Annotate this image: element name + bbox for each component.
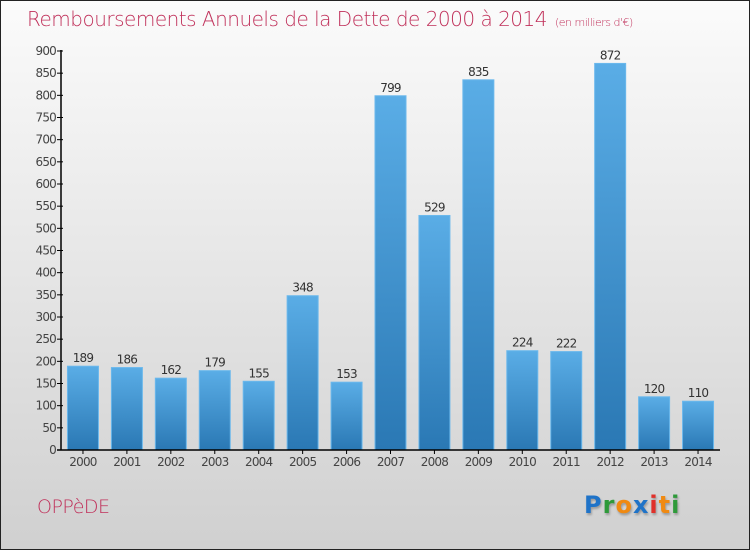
logo-letter: i: [649, 491, 659, 519]
y-tick-label: 700: [35, 133, 56, 147]
x-tick-label: 2014: [684, 455, 712, 469]
bar: [550, 351, 583, 451]
value-label: 153: [336, 367, 357, 381]
logo-letter: i: [671, 491, 681, 519]
bar: [418, 214, 451, 451]
y-tick-label: 900: [35, 44, 56, 58]
bar: [286, 295, 319, 451]
y-tick-label: 450: [35, 244, 56, 258]
x-tick-label: 2006: [333, 455, 361, 469]
value-label: 529: [424, 200, 445, 214]
y-tick-label: 600: [35, 177, 56, 191]
commune-name: OPPèDE: [37, 496, 110, 518]
bar: [374, 95, 407, 451]
value-label: 222: [556, 337, 577, 351]
value-label: 872: [600, 48, 621, 62]
bar: [242, 380, 275, 451]
bar: [462, 79, 495, 451]
logo-letter: x: [632, 491, 650, 519]
y-tick-label: 550: [35, 199, 56, 213]
value-label: 179: [205, 356, 226, 370]
y-tick-label: 300: [35, 310, 56, 324]
bar: [198, 370, 231, 451]
x-tick-label: 2012: [596, 455, 624, 469]
y-tick-label: 100: [35, 399, 56, 413]
bar: [110, 367, 143, 451]
y-tick-label: 400: [35, 266, 56, 280]
x-tick-label: 2007: [377, 455, 405, 469]
value-label: 189: [73, 351, 94, 365]
bar: [594, 62, 627, 451]
y-tick-label: 250: [35, 332, 56, 346]
y-tick-label: 750: [35, 111, 56, 125]
logo-letter: t: [658, 491, 672, 519]
x-tick-label: 2013: [640, 455, 668, 469]
value-label: 186: [117, 353, 138, 367]
y-tick-label: 0: [49, 443, 56, 457]
bar: [506, 350, 539, 451]
value-label: 162: [161, 363, 182, 377]
value-label: 224: [512, 336, 533, 350]
x-tick-label: 2010: [509, 455, 537, 469]
y-tick-label: 650: [35, 155, 56, 169]
logo-letter: o: [615, 491, 633, 519]
bar: [638, 396, 671, 451]
bar: [154, 377, 187, 451]
x-tick-label: 2001: [113, 455, 141, 469]
y-tick-label: 50: [42, 421, 56, 435]
x-tick-label: 2008: [421, 455, 449, 469]
y-tick-label: 850: [35, 66, 56, 80]
x-tick-label: 2004: [245, 455, 273, 469]
value-label: 799: [380, 81, 401, 95]
bar: [682, 400, 715, 451]
value-label: 155: [248, 366, 269, 380]
value-label: 110: [688, 386, 709, 400]
x-tick-label: 2009: [465, 455, 493, 469]
y-tick-label: 200: [35, 354, 56, 368]
title-text: Remboursements Annuels de la Dette de 20…: [27, 7, 547, 31]
value-label: 835: [468, 65, 489, 79]
proxiti-logo: Proxiti: [584, 491, 680, 519]
y-tick-label: 500: [35, 221, 56, 235]
chart-title: Remboursements Annuels de la Dette de 20…: [27, 7, 633, 31]
x-tick-label: 2000: [69, 455, 97, 469]
bar: [330, 381, 363, 451]
y-tick-label: 800: [35, 88, 56, 102]
x-tick-label: 2011: [553, 455, 581, 469]
value-label: 120: [644, 382, 665, 396]
bar: [66, 365, 99, 451]
unit-label: (en milliers d'€): [554, 16, 633, 29]
x-tick-label: 2003: [201, 455, 229, 469]
value-label: 348: [292, 281, 313, 295]
y-tick-label: 350: [35, 288, 56, 302]
logo-letter: P: [584, 491, 603, 519]
logo-letter: r: [602, 491, 616, 519]
x-tick-label: 2002: [157, 455, 185, 469]
y-tick-label: 150: [35, 377, 56, 391]
x-tick-label: 2005: [289, 455, 317, 469]
